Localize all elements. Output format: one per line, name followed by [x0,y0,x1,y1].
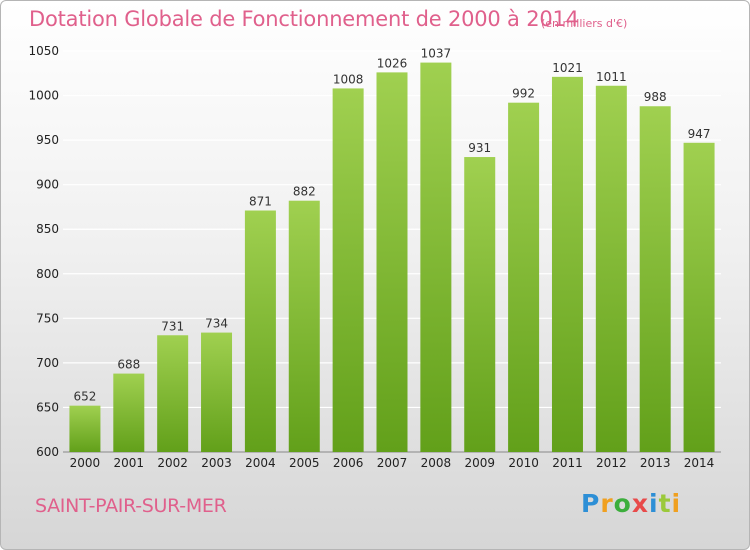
value-label-2007: 1026 [377,56,408,70]
x-tick-label-2013: 2013 [640,456,671,470]
value-label-2006: 1008 [333,72,364,86]
value-label-2005: 882 [293,185,316,199]
value-label-2011: 1021 [552,61,583,75]
x-tick-label-2006: 2006 [333,456,364,470]
value-label-2001: 688 [117,358,140,372]
location-name: SAINT-PAIR-SUR-MER [35,495,227,517]
bar-2009 [464,157,496,452]
x-tick-label-2012: 2012 [596,456,627,470]
x-tick-label-2002: 2002 [157,456,188,470]
chart-subtitle: (en milliers d'€) [541,17,628,30]
bar-2005 [288,200,320,452]
y-tick-label: 950 [36,133,59,147]
bar-2012 [595,85,627,453]
value-label-2009: 931 [468,141,491,155]
chart-title: Dotation Globale de Fonctionnement de 20… [29,7,579,31]
bar-2000 [69,405,101,452]
y-tick-label: 800 [36,267,59,281]
bar-2001 [113,373,145,452]
value-label-2014: 947 [688,127,711,141]
x-tick-label-2001: 2001 [114,456,145,470]
value-label-2010: 992 [512,87,535,101]
bar-2006 [332,88,364,452]
x-tick-label-2011: 2011 [552,456,583,470]
x-tick-label-2007: 2007 [377,456,408,470]
value-label-2003: 734 [205,317,228,331]
y-tick-label: 600 [36,445,59,459]
value-label-2004: 871 [249,195,272,209]
bar-2010 [508,102,540,452]
y-tick-label: 850 [36,222,59,236]
bar-2004 [244,210,276,452]
x-tick-label-2005: 2005 [289,456,320,470]
y-tick-label: 1050 [28,44,59,58]
x-tick-label-2000: 2000 [70,456,101,470]
y-tick-label: 750 [36,311,59,325]
x-tick-label-2003: 2003 [201,456,232,470]
value-label-2002: 731 [161,319,184,333]
bar-2013 [639,106,671,452]
bar-2011 [551,76,583,452]
y-tick-label: 1000 [28,89,59,103]
label-layer: 600 650 700 750 800 850 900 950 1000 1050 652 2000 6… [28,44,714,470]
x-tick-label-2014: 2014 [684,456,715,470]
bar-chart: 600 650 700 750 800 850 900 950 1000 1050 652 2000 6… [28,44,721,470]
bar-2002 [157,335,189,452]
proxiti-logo: Proxiti [581,489,682,518]
bar-2003 [201,332,233,452]
bar-2014 [683,142,715,453]
x-tick-label-2010: 2010 [508,456,539,470]
x-tick-label-2008: 2008 [421,456,452,470]
y-tick-label: 700 [36,356,59,370]
x-tick-label-2009: 2009 [464,456,495,470]
y-tick-label: 650 [36,400,59,414]
value-label-2000: 652 [73,390,96,404]
x-tick-label-2004: 2004 [245,456,276,470]
value-label-2012: 1011 [596,70,627,84]
bar-2007 [376,72,408,453]
value-label-2008: 1037 [421,47,452,61]
bar-layer [69,62,715,453]
bar-2008 [420,62,452,453]
value-label-2013: 988 [644,90,667,104]
y-tick-label: 900 [36,178,59,192]
